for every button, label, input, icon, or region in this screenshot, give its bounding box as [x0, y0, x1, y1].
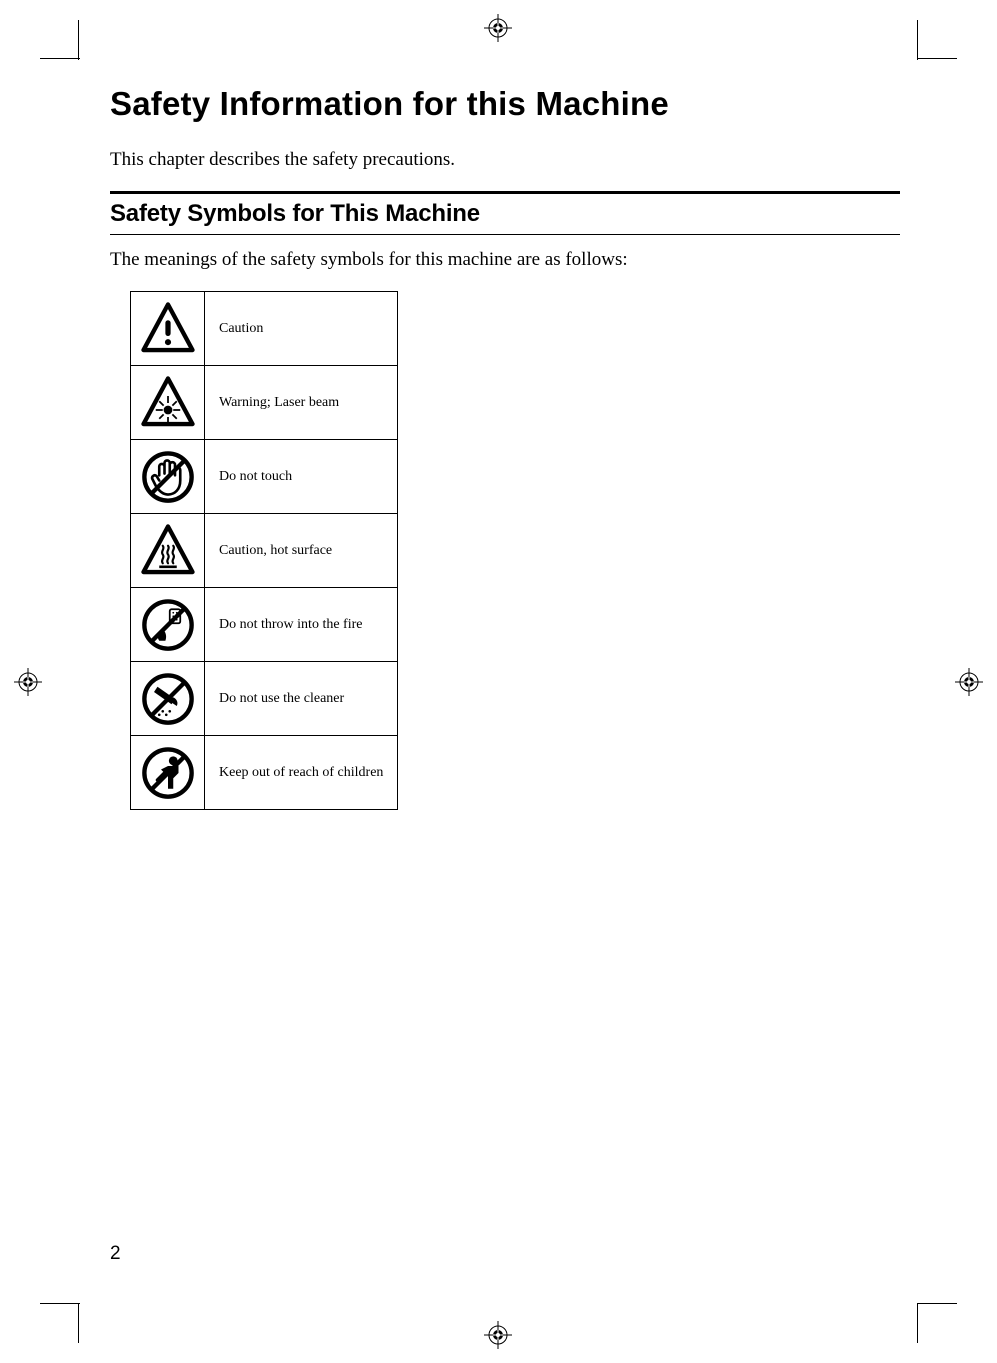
laser-warning-icon: [137, 375, 198, 431]
symbol-cell: [131, 292, 205, 366]
page-number: 2: [110, 1243, 121, 1265]
no-cleaner-icon: [137, 671, 198, 727]
crop-mark: [78, 1303, 79, 1343]
section-rule-thick: [110, 191, 900, 194]
crop-mark: [78, 20, 79, 60]
symbols-table: Caution Warning; Laser beam: [130, 291, 398, 810]
table-row: Caution, hot surface: [131, 514, 398, 588]
crop-mark: [40, 58, 80, 59]
section-rule-thin: [110, 234, 900, 235]
registration-mark: [14, 668, 42, 696]
crop-mark: [40, 1303, 80, 1304]
table-row: Do not touch: [131, 440, 398, 514]
registration-mark: [484, 1321, 512, 1349]
page: Safety Information for this Machine This…: [0, 0, 997, 1363]
symbol-cell: [131, 514, 205, 588]
symbol-label: Do not touch: [205, 440, 398, 514]
symbol-cell: [131, 440, 205, 514]
caution-icon: [137, 301, 198, 357]
symbol-cell: [131, 736, 205, 810]
crop-mark: [917, 20, 918, 60]
symbol-cell: [131, 588, 205, 662]
symbol-label: Do not throw into the fire: [205, 588, 398, 662]
crop-mark: [917, 58, 957, 59]
table-row: Warning; Laser beam: [131, 366, 398, 440]
symbol-label: Keep out of reach of children: [205, 736, 398, 810]
do-not-touch-icon: [137, 449, 198, 505]
hot-surface-icon: [137, 523, 198, 579]
table-row: Do not throw into the fire: [131, 588, 398, 662]
crop-mark: [917, 1303, 957, 1304]
section-title: Safety Symbols for This Machine: [110, 200, 900, 228]
table-row: Caution: [131, 292, 398, 366]
symbol-label: Caution: [205, 292, 398, 366]
symbol-label: Caution, hot surface: [205, 514, 398, 588]
no-fire-icon: [137, 597, 198, 653]
intro-text: This chapter describes the safety precau…: [110, 149, 900, 171]
symbol-label: Warning; Laser beam: [205, 366, 398, 440]
table-row: Do not use the cleaner: [131, 662, 398, 736]
symbol-label: Do not use the cleaner: [205, 662, 398, 736]
registration-mark: [484, 14, 512, 42]
section-lead: The meanings of the safety symbols for t…: [110, 249, 900, 271]
table-row: Keep out of reach of children: [131, 736, 398, 810]
registration-mark: [955, 668, 983, 696]
symbol-cell: [131, 662, 205, 736]
keep-from-children-icon: [137, 745, 198, 801]
crop-mark: [917, 1303, 918, 1343]
content-area: Safety Information for this Machine This…: [110, 85, 900, 810]
symbol-cell: [131, 366, 205, 440]
page-title: Safety Information for this Machine: [110, 85, 900, 123]
